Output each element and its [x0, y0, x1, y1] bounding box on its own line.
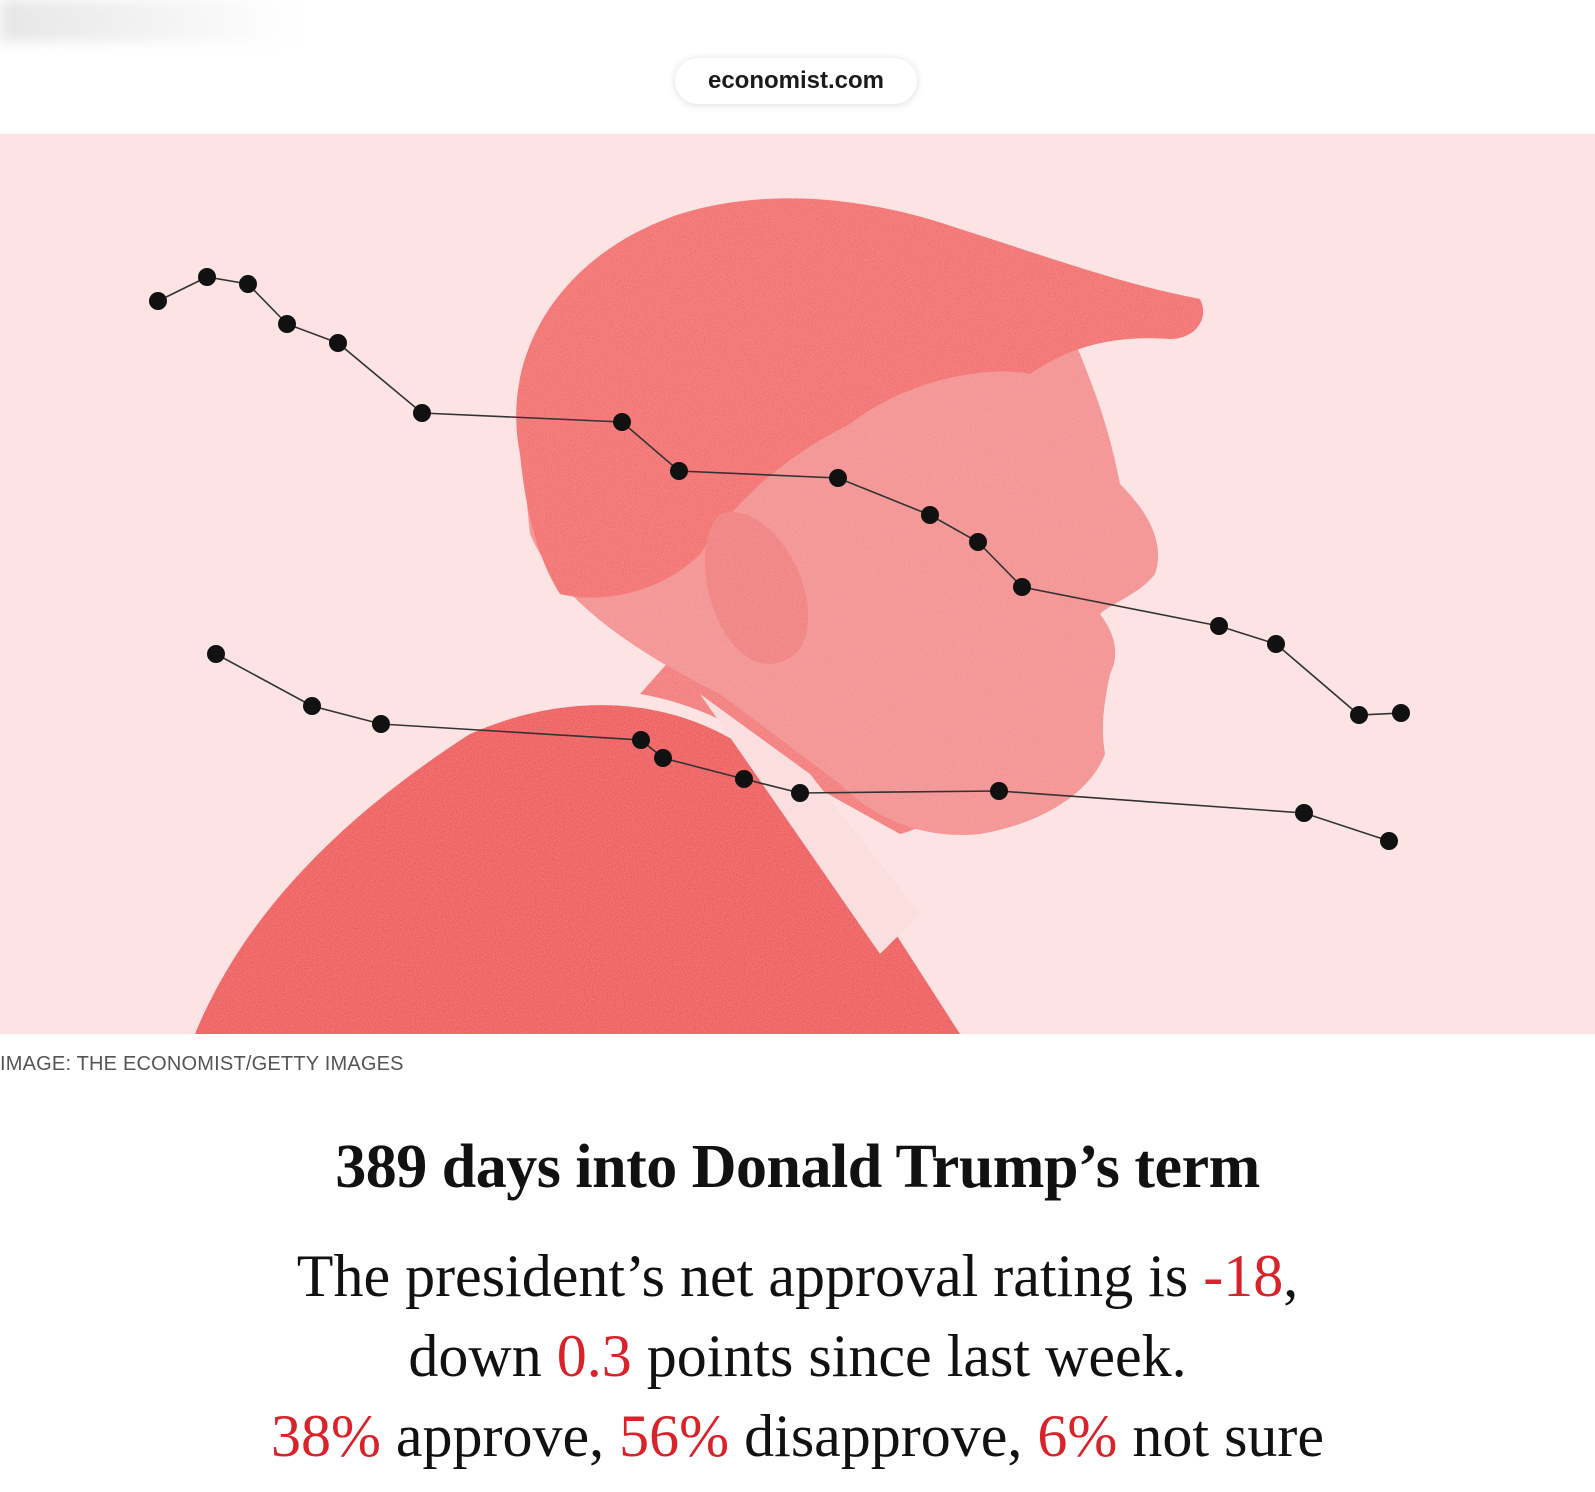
hero-illustration [149, 198, 1410, 1034]
upper-point [413, 404, 431, 422]
approval-summary: The president’s net approval rating is -… [0, 1236, 1595, 1476]
lower-point [791, 784, 809, 802]
lower-point [207, 645, 225, 663]
hero-image [0, 134, 1595, 1034]
upper-point [329, 334, 347, 352]
not-sure-label: not sure [1117, 1403, 1325, 1469]
upper-point [921, 506, 939, 524]
lower-point [990, 782, 1008, 800]
summary-text: The president’s net approval rating is [296, 1243, 1204, 1309]
upper-point [239, 275, 257, 293]
approve-label: approve, [380, 1403, 620, 1469]
not-sure-value: 6% [1037, 1403, 1118, 1469]
url-bar[interactable]: economist.com [675, 58, 917, 104]
summary-line-3: 38% approve, 56% disapprove, 6% not sure [0, 1396, 1595, 1476]
upper-point [613, 413, 631, 431]
lower-trend-line [207, 645, 1398, 850]
upper-point [1392, 704, 1410, 722]
portrait-figure [195, 198, 1204, 1034]
ear-shape [705, 512, 809, 664]
disapprove-value: 56% [619, 1403, 730, 1469]
summary-text: , [1283, 1243, 1299, 1309]
lower-point [654, 749, 672, 767]
lower-point [632, 731, 650, 749]
lower-point [1295, 804, 1313, 822]
article-headline: 389 days into Donald Trump’s term [335, 1133, 1260, 1201]
hair-shape [516, 198, 1204, 598]
upper-point [1013, 578, 1031, 596]
url-text: economist.com [707, 67, 885, 94]
summary-line-1: The president’s net approval rating is -… [0, 1236, 1595, 1316]
upper-point [670, 462, 688, 480]
upper-trend-line [149, 268, 1410, 724]
upper-point [1210, 617, 1228, 635]
summary-line-2: down 0.3 points since last week. [0, 1316, 1595, 1396]
image-credit: IMAGE: THE ECONOMIST/GETTY IMAGES [0, 1053, 404, 1075]
weekly-change-value: 0.3 [556, 1323, 632, 1389]
upper-point [1267, 635, 1285, 653]
lower-point [1380, 832, 1398, 850]
upper-point [829, 469, 847, 487]
upper-point [149, 292, 167, 310]
lower-point [372, 715, 390, 733]
upper-point [1350, 706, 1368, 724]
collar-shape [700, 694, 920, 954]
upper-point [198, 268, 216, 286]
approve-value: 38% [270, 1403, 381, 1469]
blurred-header-text [0, 0, 300, 42]
upper-point [278, 315, 296, 333]
net-approval-value: -18 [1203, 1243, 1284, 1309]
upper-point [969, 533, 987, 551]
lower-point [303, 697, 321, 715]
disapprove-label: disapprove, [729, 1403, 1038, 1469]
lower-point [735, 770, 753, 788]
summary-text: points since last week. [631, 1323, 1187, 1389]
summary-text: down [408, 1323, 557, 1389]
